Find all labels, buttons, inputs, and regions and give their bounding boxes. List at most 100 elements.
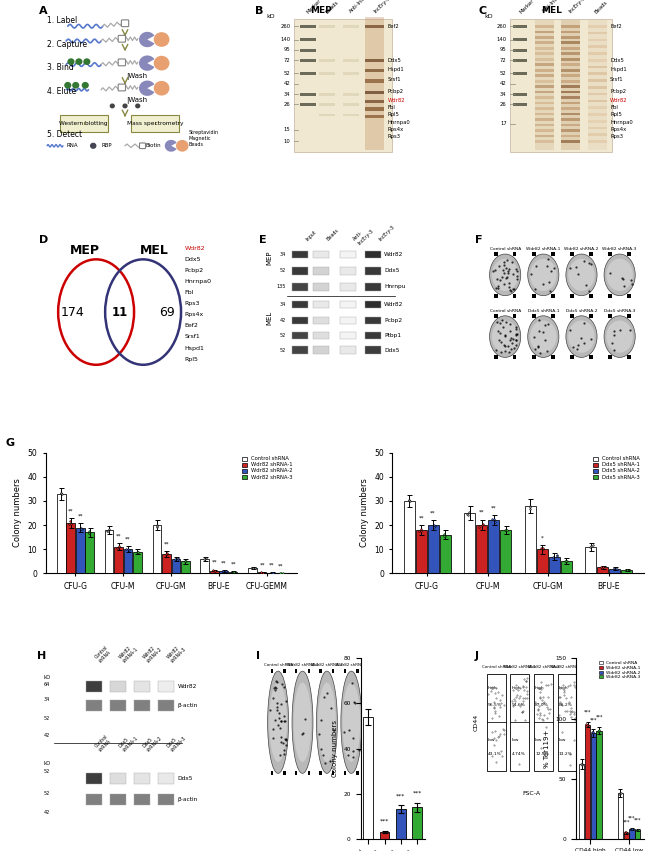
Bar (86, 794, 102, 805)
Bar (513, 314, 516, 317)
Bar (532, 356, 536, 359)
Bar (343, 59, 359, 61)
Bar (525, 505, 536, 574)
Text: Anti-
IncEry-3: Anti- IncEry-3 (352, 225, 374, 246)
Bar (300, 49, 316, 52)
Bar (319, 59, 335, 61)
Bar (229, 572, 237, 574)
Bar (292, 332, 308, 339)
Bar (319, 26, 335, 28)
Text: Biotin: Biotin (146, 143, 161, 148)
Text: Beads: Beads (326, 228, 339, 243)
Bar (536, 91, 554, 94)
Circle shape (83, 83, 88, 88)
Bar (292, 267, 308, 275)
Bar (537, 549, 548, 574)
Bar (532, 294, 536, 298)
Bar (561, 129, 580, 132)
Text: Hnrnpa0: Hnrnpa0 (387, 120, 410, 124)
Text: Marker: Marker (519, 0, 536, 14)
Bar (536, 85, 554, 88)
Bar (86, 773, 102, 785)
Bar (110, 681, 126, 692)
Bar (300, 25, 316, 28)
Bar (365, 346, 381, 354)
Bar (134, 794, 150, 805)
Bar (588, 120, 607, 123)
Bar (153, 525, 161, 574)
Bar (513, 38, 527, 42)
Text: Hspd1: Hspd1 (387, 66, 404, 71)
Bar (513, 252, 516, 256)
Bar (294, 19, 392, 151)
Bar (588, 38, 607, 41)
Ellipse shape (530, 321, 556, 352)
Text: kD: kD (43, 761, 50, 766)
Text: Fbl: Fbl (387, 105, 395, 110)
Bar (313, 317, 329, 324)
Text: |Wash: |Wash (127, 97, 148, 104)
Text: 42: 42 (44, 733, 50, 738)
Text: 34: 34 (280, 302, 285, 307)
Bar (570, 314, 574, 317)
Text: Ddx5: Ddx5 (177, 776, 193, 781)
Text: kD: kD (484, 14, 493, 20)
Text: **: ** (491, 505, 497, 511)
Text: **: ** (230, 562, 236, 567)
Text: Wdr82 shRNA-3: Wdr82 shRNA-3 (603, 248, 637, 251)
Text: 10: 10 (283, 139, 291, 144)
Bar (561, 123, 580, 127)
Text: G: G (5, 438, 14, 448)
Wedge shape (139, 31, 155, 47)
Bar (561, 113, 580, 116)
Text: Eef2: Eef2 (610, 24, 622, 29)
Bar (608, 252, 612, 256)
Text: Wdr82: Wdr82 (384, 302, 404, 307)
Bar (627, 252, 631, 256)
Bar (134, 700, 150, 711)
Bar (158, 700, 174, 711)
Bar (588, 134, 607, 136)
Text: **: ** (269, 563, 274, 568)
Bar (258, 573, 266, 574)
Text: Ddx5: Ddx5 (384, 268, 400, 273)
Text: 42: 42 (280, 318, 285, 323)
Text: 260: 260 (280, 24, 291, 29)
Bar (365, 91, 384, 94)
Ellipse shape (568, 259, 595, 291)
Bar (158, 773, 174, 785)
Text: 26: 26 (283, 102, 291, 107)
Text: A: A (39, 6, 47, 15)
Bar (313, 251, 329, 259)
Text: 52: 52 (500, 71, 507, 76)
Bar (588, 93, 607, 95)
Text: Beads: Beads (325, 0, 340, 14)
Bar (248, 568, 257, 574)
Y-axis label: Colony numbers: Colony numbers (13, 478, 22, 547)
Legend: Control shRNA, Ddx5 shRNA-1, Ddx5 shRNA-2, Ddx5 shRNA-3: Control shRNA, Ddx5 shRNA-1, Ddx5 shRNA-… (592, 455, 641, 481)
Text: 17: 17 (500, 121, 507, 126)
Text: 72: 72 (500, 58, 507, 63)
Text: Rps3: Rps3 (387, 134, 400, 140)
Bar (365, 25, 384, 28)
Bar (85, 533, 94, 574)
Bar (476, 525, 487, 574)
Text: 42: 42 (500, 82, 507, 86)
Bar (313, 346, 329, 354)
Bar (536, 113, 554, 116)
Bar (343, 26, 359, 28)
Text: RNA: RNA (66, 143, 78, 148)
Bar (134, 681, 150, 692)
Text: **: ** (278, 563, 284, 568)
Text: Ddx5 shRNA-2: Ddx5 shRNA-2 (566, 309, 597, 313)
Bar (536, 129, 554, 132)
Ellipse shape (528, 254, 559, 295)
Bar (561, 20, 580, 151)
Text: Ddx5
shRNA-3: Ddx5 shRNA-3 (166, 731, 187, 752)
Bar (340, 300, 356, 308)
Bar (536, 107, 554, 110)
Text: Srsf1: Srsf1 (610, 77, 624, 82)
Circle shape (65, 83, 71, 88)
Bar (597, 568, 608, 574)
Bar (536, 80, 554, 83)
